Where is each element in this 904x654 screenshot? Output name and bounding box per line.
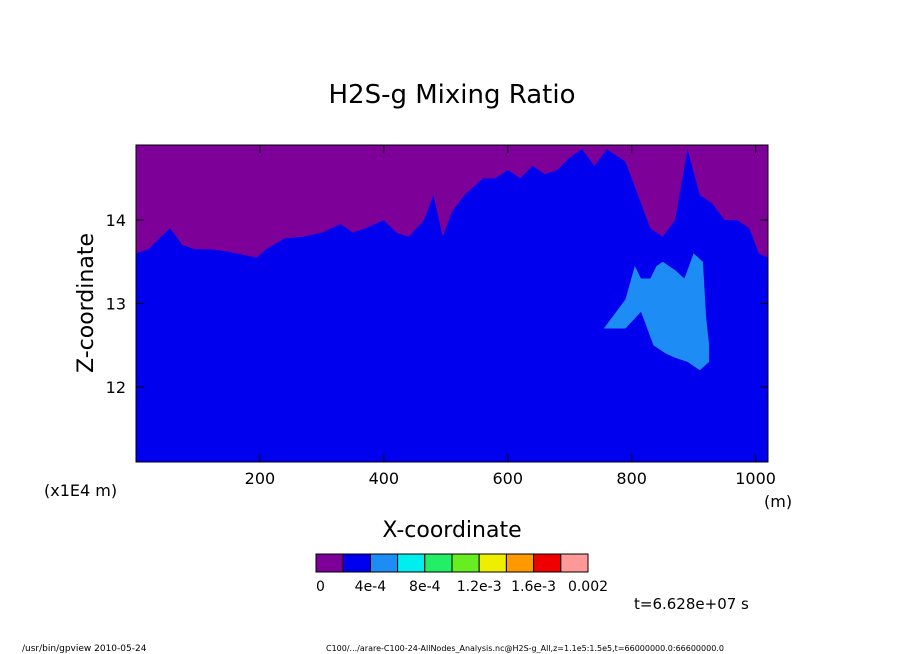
colorbar-label: 0.002 (568, 579, 608, 595)
y-tick-label: 13 (106, 295, 126, 314)
x-unit-label: (m) (764, 492, 792, 511)
x-tick-label: 600 (492, 469, 523, 488)
colorbar-box (315, 553, 344, 573)
colorbar-label: 1.6e-3 (511, 579, 556, 595)
colorbar-box (342, 553, 371, 573)
y-tick-label: 14 (106, 211, 126, 230)
x-tick-label: 400 (369, 469, 400, 488)
colorbar-box (451, 553, 480, 573)
colorbar-box (505, 553, 535, 573)
y-axis: 12 13 14 (106, 211, 768, 397)
colorbar (315, 553, 589, 573)
colorbar-label: 8e-4 (409, 579, 441, 595)
light-blue-region (603, 253, 710, 371)
colorbar-box (533, 553, 562, 573)
top-region-purple (136, 145, 768, 258)
x-tick-label: 200 (245, 469, 276, 488)
footer-right: C100/.../arare-C100-24-AllNodes_Analysis… (326, 644, 724, 653)
x-tick-label: 800 (616, 469, 647, 488)
colorbar-labels: 0 4e-4 8e-4 1.2e-3 1.6e-3 0.002 (316, 579, 608, 595)
time-label: t=6.628e+07 s (634, 595, 749, 613)
colorbar-box (424, 553, 453, 573)
plot-area (135, 144, 769, 463)
colorbar-label: 4e-4 (355, 579, 387, 595)
y-scale-label: (x1E4 m) (44, 481, 117, 500)
chart-title: H2S-g Mixing Ratio (328, 80, 575, 110)
colorbar-box (478, 553, 507, 573)
colorbar-label: 0 (316, 579, 325, 595)
footer-left: /usr/bin/gpview 2010-05-24 (22, 644, 147, 654)
colorbar-box (560, 553, 589, 573)
x-tick-label: 1000 (735, 469, 776, 488)
y-tick-label: 12 (106, 378, 126, 397)
colorbar-label: 1.2e-3 (457, 579, 502, 595)
x-axis: 200 400 600 800 1000 (245, 145, 776, 488)
colorbar-box (369, 553, 399, 573)
colorbar-box (397, 553, 426, 573)
y-axis-label: Z-coordinate (74, 233, 99, 373)
x-axis-label: X-coordinate (382, 518, 521, 543)
